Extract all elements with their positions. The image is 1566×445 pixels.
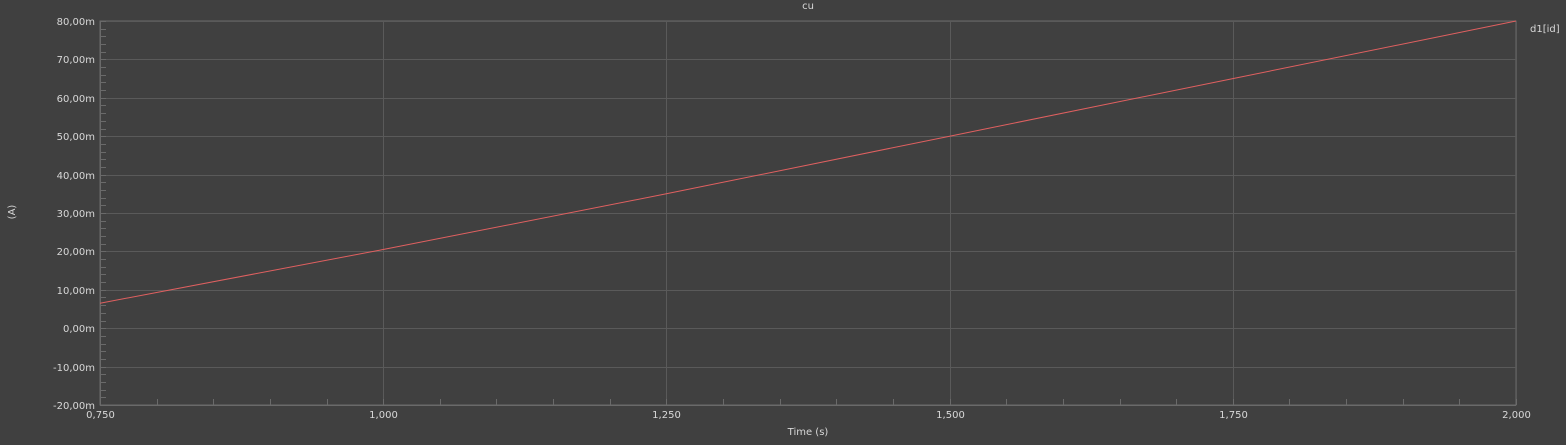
y-tick-label: 20,00m [57, 247, 95, 258]
x-tick-label: 1,250 [652, 410, 681, 421]
y-tick-label: 30,00m [57, 209, 95, 220]
y-tick-label: 80,00m [57, 17, 95, 28]
x-tick-label: 2,000 [1502, 410, 1531, 421]
chart-title: cu [802, 1, 814, 12]
y-tick-label: 70,00m [57, 55, 95, 66]
x-axis-title: Time (s) [787, 427, 829, 438]
series-layer [99, 20, 1517, 304]
y-tick-label: -10,00m [53, 363, 95, 374]
y-tick-label: 60,00m [57, 94, 95, 105]
y-axis-title: (A) [7, 205, 18, 220]
y-tick-label: -20,00m [53, 401, 95, 412]
grid-layer [99, 20, 1517, 406]
legend-entry: d1[id] [1530, 24, 1560, 35]
y-tick-label: 0,00m [63, 324, 95, 335]
y-tick-label: 10,00m [57, 286, 95, 297]
y-tick-label: 40,00m [57, 171, 95, 182]
series-line-0 [99, 20, 1517, 304]
x-tick-label: 0,750 [86, 410, 115, 421]
axis-layer [100, 21, 1516, 406]
label-layer: cu Time (s) (A) d1[id] -20,00m -10,00m 0,0… [7, 1, 1560, 438]
x-tick-label: 1,000 [369, 410, 398, 421]
x-tick-label: 1,750 [1219, 410, 1248, 421]
x-tick-label: 1,500 [936, 410, 965, 421]
y-tick-label: 50,00m [57, 132, 95, 143]
